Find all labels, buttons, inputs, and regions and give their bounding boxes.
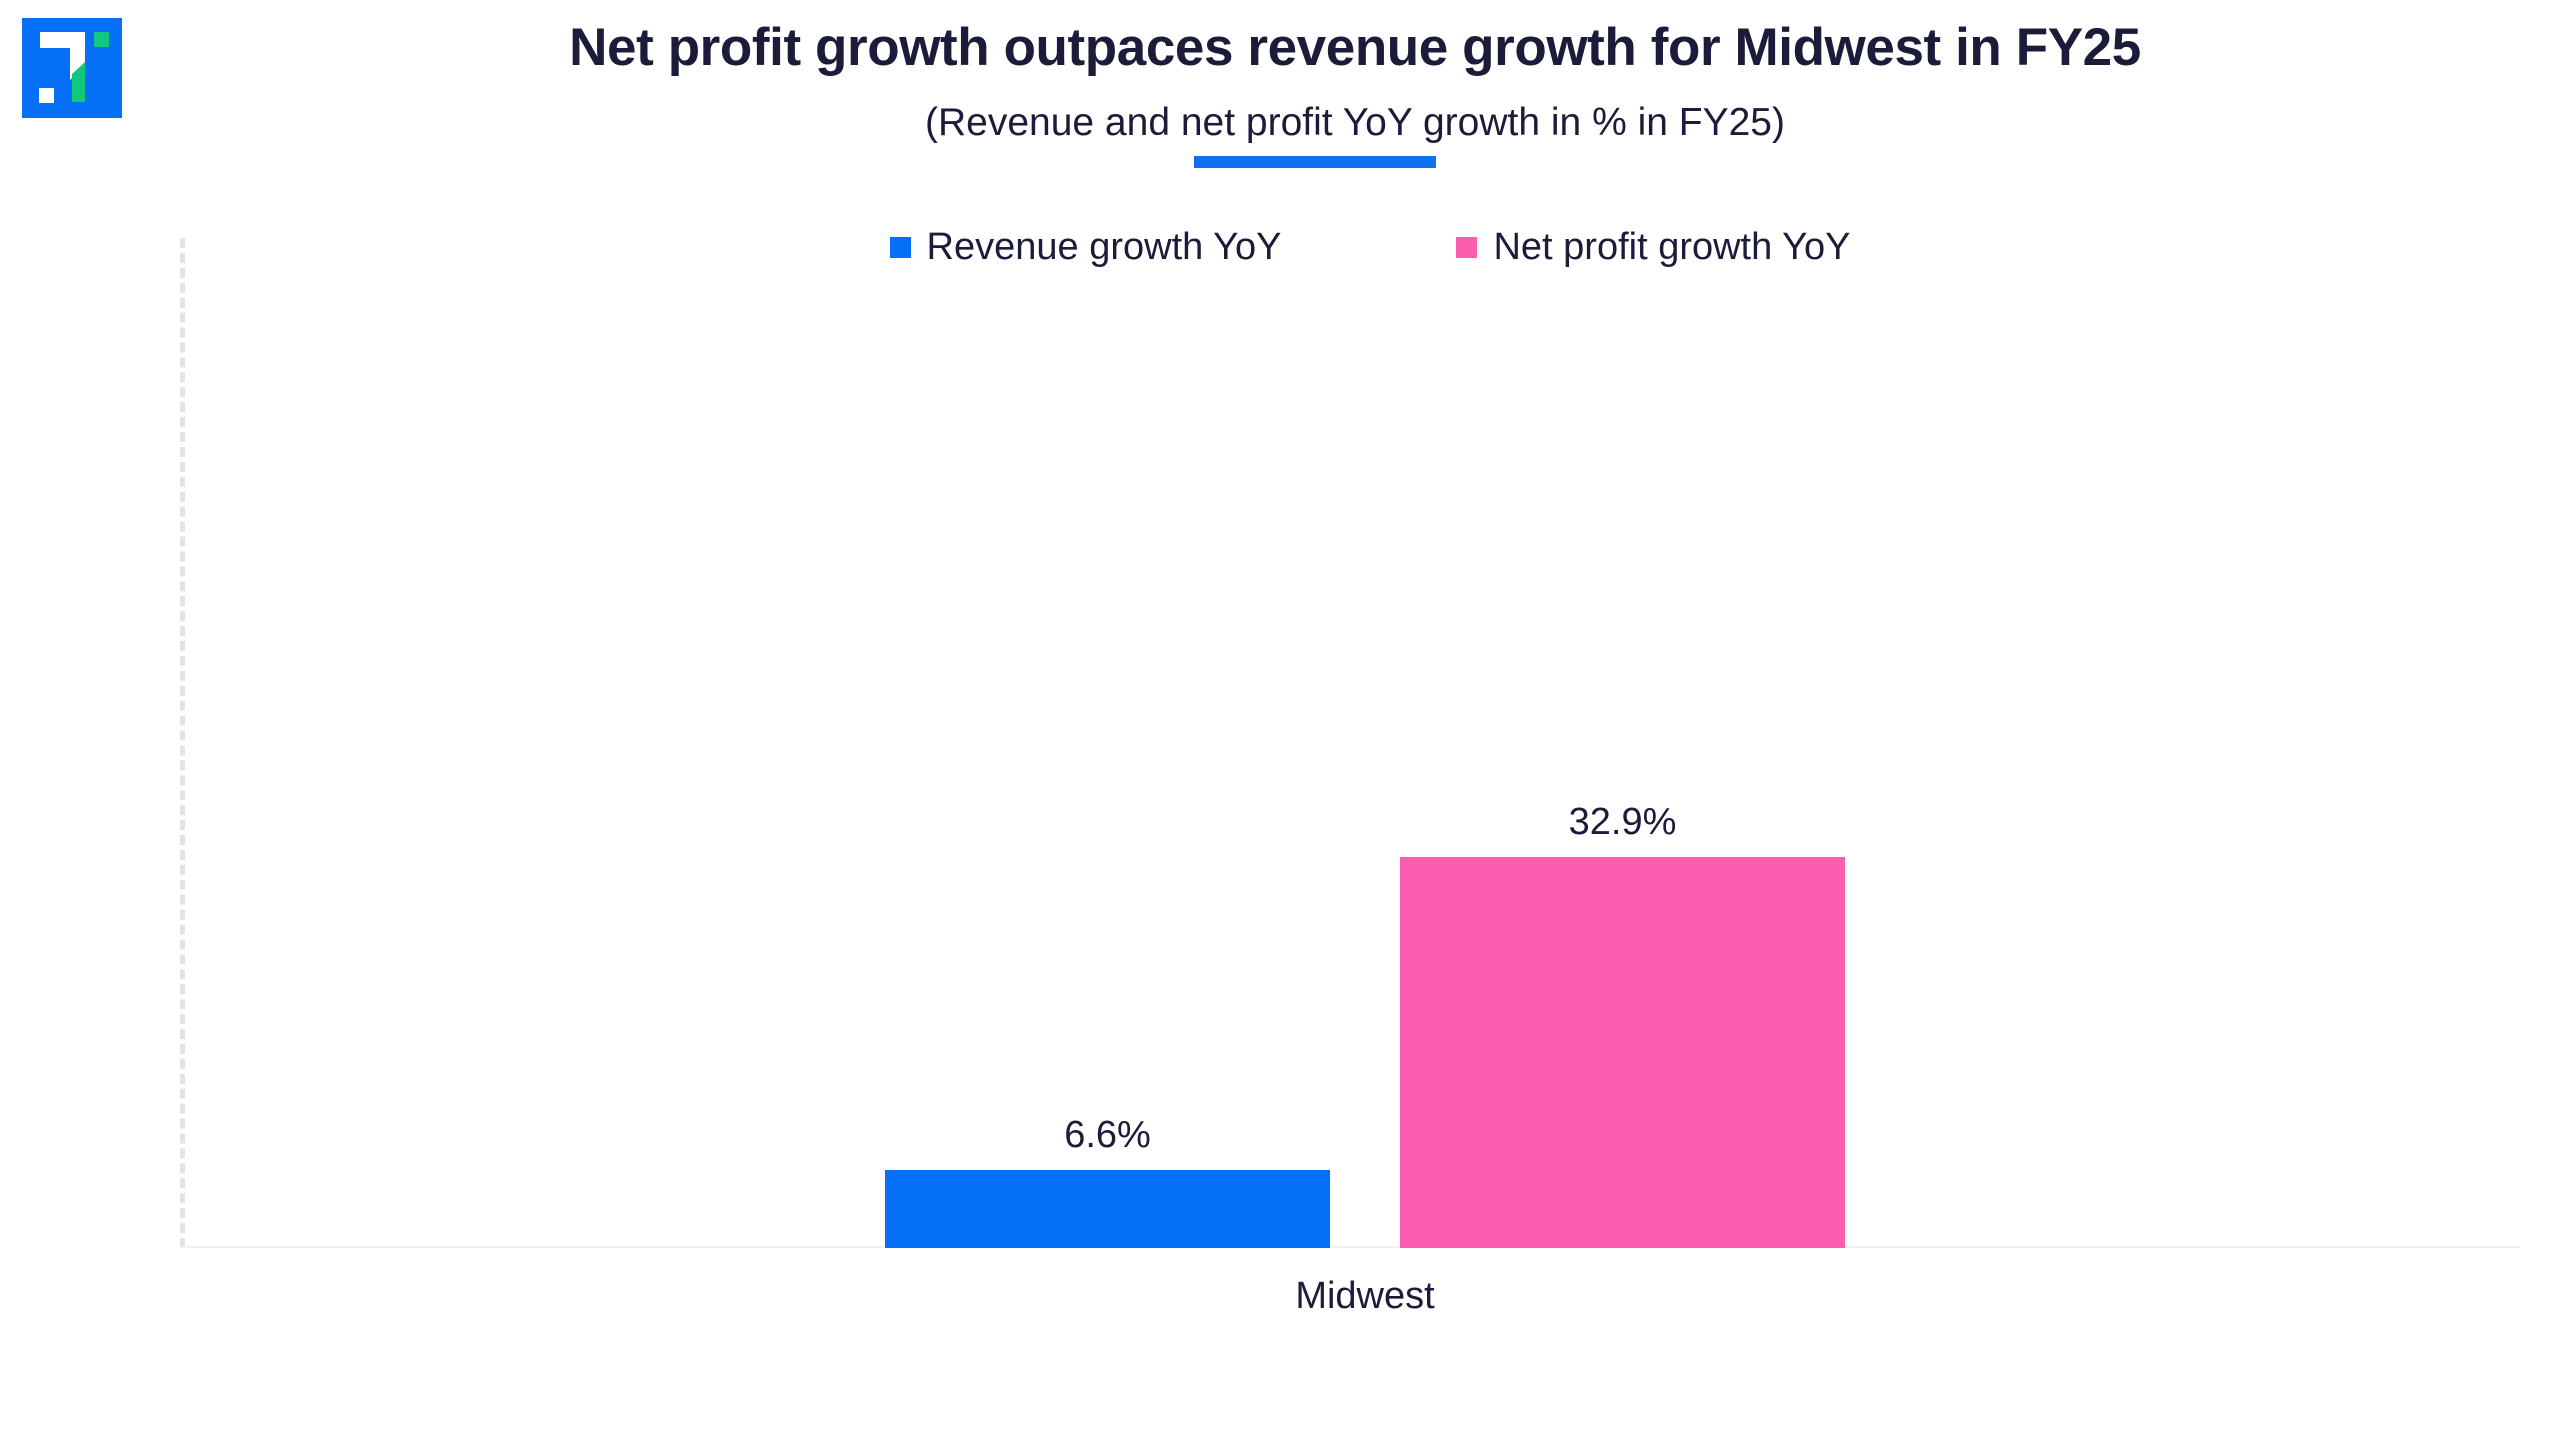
legend-item-revenue-growth-yoy[interactable]: Revenue growth YoY [889,226,1282,268]
plot-area: 0% 25% 50% 75% 6.6% 32.9% [180,238,2520,1248]
legend-item-net-profit-growth-yoy[interactable]: Net profit growth YoY [1456,228,1850,266]
bar-revenue-growth-yoy[interactable]: 6.6% [885,1114,1330,1248]
legend-swatch-icon-revenue [889,236,911,258]
logo-mark [22,18,122,118]
legend-label-net-profit: Net profit growth YoY [1493,226,1851,268]
chart-legend: Revenue growth YoY Net profit growth YoY [0,228,2560,266]
x-axis-category-label: Midwest [1295,1275,1435,1317]
bar-value-label-revenue: 6.6% [1064,1113,1151,1156]
bar-value-label-net-profit: 32.9% [1568,801,1677,844]
company-logo [22,18,122,118]
x-axis-line [180,1246,2520,1248]
bar-net-profit-growth-yoy[interactable]: 32.9% [1400,801,1845,1248]
y-axis-line [180,238,185,1248]
chart-title: Net profit growth outpaces revenue growt… [569,18,2141,77]
subtitle-accent-underline [1194,156,1436,168]
legend-swatch-icon-net-profit [1456,236,1478,258]
chart-subtitle: (Revenue and net profit YoY growth in % … [925,101,1785,144]
legend-label-revenue: Revenue growth YoY [926,226,1282,268]
